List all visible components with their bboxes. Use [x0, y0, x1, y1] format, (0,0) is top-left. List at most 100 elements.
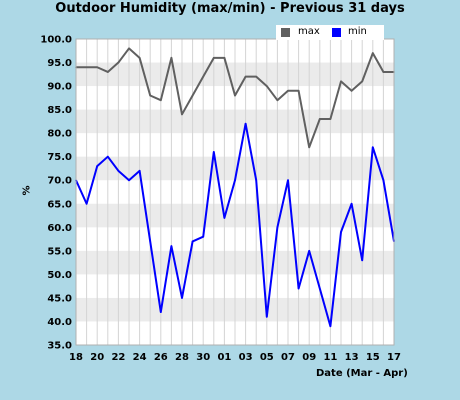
data-point-min — [181, 297, 183, 299]
data-point-max — [160, 99, 162, 101]
y-tick-label: 65.0 — [47, 199, 72, 210]
chart-title: Outdoor Humidity (max/min) - Previous 31… — [55, 1, 405, 16]
y-tick-label: 90.0 — [47, 82, 72, 93]
data-point-max — [170, 57, 173, 59]
data-point-max — [85, 66, 88, 69]
data-point-min — [297, 287, 300, 290]
data-point-min — [350, 202, 353, 205]
x-tick-label: 26 — [154, 352, 168, 363]
y-tick-label: 80.0 — [47, 129, 72, 140]
data-point-min — [138, 170, 141, 172]
data-point-min — [107, 155, 109, 158]
legend: max min — [276, 25, 384, 40]
plot-border — [75, 38, 395, 346]
data-point-min — [372, 146, 374, 149]
y-tick-label: 35.0 — [47, 341, 72, 352]
y-axis-label: % — [21, 185, 33, 196]
data-point-max — [244, 75, 247, 78]
data-point-min — [329, 325, 332, 327]
data-point-min — [202, 235, 204, 238]
y-tick-label: 100.0 — [40, 35, 72, 46]
data-point-min — [234, 179, 236, 182]
data-point-max — [213, 57, 215, 59]
x-tick-label: 18 — [69, 352, 83, 363]
x-tick-label: 05 — [260, 352, 274, 363]
data-point-max — [372, 52, 374, 54]
data-point-min — [244, 122, 247, 125]
y-tick-label: 40.0 — [47, 317, 72, 328]
y-tick-label: 95.0 — [47, 58, 72, 69]
data-point-max — [297, 89, 300, 92]
data-point-min — [340, 231, 342, 233]
data-point-max — [319, 118, 321, 120]
series-lines — [75, 47, 395, 328]
data-point-min — [170, 245, 173, 247]
x-tick-label: 15 — [366, 352, 380, 363]
data-point-max — [266, 85, 268, 87]
data-point-max — [202, 75, 204, 78]
data-point-max — [223, 57, 226, 59]
data-point-max — [329, 118, 332, 120]
x-tick-label: 07 — [281, 352, 295, 363]
x-tick-label: 24 — [133, 352, 147, 363]
data-point-max — [107, 71, 109, 73]
data-point-min — [319, 287, 321, 290]
x-tick-label: 22 — [111, 352, 125, 363]
x-tick-labels: 18 20 22 24 26 28 30 01 03 05 07 09 11 13 15 17 — [69, 352, 401, 363]
data-point-max — [96, 66, 98, 69]
x-tick-label: 28 — [175, 352, 189, 363]
data-point-max — [191, 94, 194, 97]
data-point-max — [340, 80, 342, 83]
data-point-max — [361, 80, 364, 83]
legend-label-max: max — [298, 26, 320, 37]
x-tick-label: 20 — [90, 352, 104, 363]
legend-swatch-min — [332, 28, 341, 37]
data-point-min — [287, 179, 289, 182]
x-tick-label: 30 — [196, 352, 210, 363]
data-point-min — [85, 202, 88, 205]
data-point-max — [149, 94, 151, 97]
data-point-min — [117, 170, 120, 172]
data-point-min — [96, 165, 98, 167]
x-tick-label: 11 — [323, 352, 337, 363]
data-point-max — [234, 94, 236, 97]
data-point-min — [128, 179, 130, 182]
data-point-max — [128, 47, 130, 50]
x-axis-label: Date (Mar - Apr) — [316, 368, 408, 379]
y-tick-label: 50.0 — [47, 270, 72, 281]
data-point-max — [308, 146, 311, 149]
x-tick-label: 09 — [302, 352, 316, 363]
x-tick-label: 17 — [387, 352, 401, 363]
y-tick-label: 85.0 — [47, 105, 72, 116]
data-point-min — [213, 151, 215, 153]
y-tick-label: 45.0 — [47, 293, 72, 304]
x-tick-label: 03 — [239, 352, 253, 363]
y-tick-labels: 35.0 40.0 45.0 50.0 55.0 60.0 65.0 70.0 75.0 80.0… — [40, 35, 72, 352]
data-point-max — [276, 99, 279, 101]
data-point-max — [138, 57, 141, 59]
data-point-min — [276, 226, 279, 229]
legend-label-min: min — [348, 26, 367, 37]
data-point-max — [382, 71, 385, 73]
data-point-min — [361, 259, 364, 262]
data-point-min — [149, 240, 151, 243]
data-point-min — [266, 315, 268, 318]
data-point-max — [117, 61, 120, 64]
y-tick-label: 75.0 — [47, 152, 72, 163]
data-point-min — [382, 179, 385, 182]
y-tick-label: 60.0 — [47, 223, 72, 234]
y-tick-label: 55.0 — [47, 246, 72, 257]
data-point-max — [181, 113, 183, 116]
y-tick-label: 70.0 — [47, 176, 72, 187]
data-point-min — [308, 250, 311, 252]
data-point-max — [350, 89, 353, 92]
data-point-max — [287, 89, 289, 92]
data-point-min — [223, 217, 226, 219]
x-tick-label: 01 — [217, 352, 231, 363]
data-point-max — [255, 75, 257, 78]
x-tick-label: 13 — [345, 352, 359, 363]
data-point-min — [160, 311, 162, 313]
data-point-min — [255, 179, 257, 182]
data-point-min — [191, 240, 194, 243]
